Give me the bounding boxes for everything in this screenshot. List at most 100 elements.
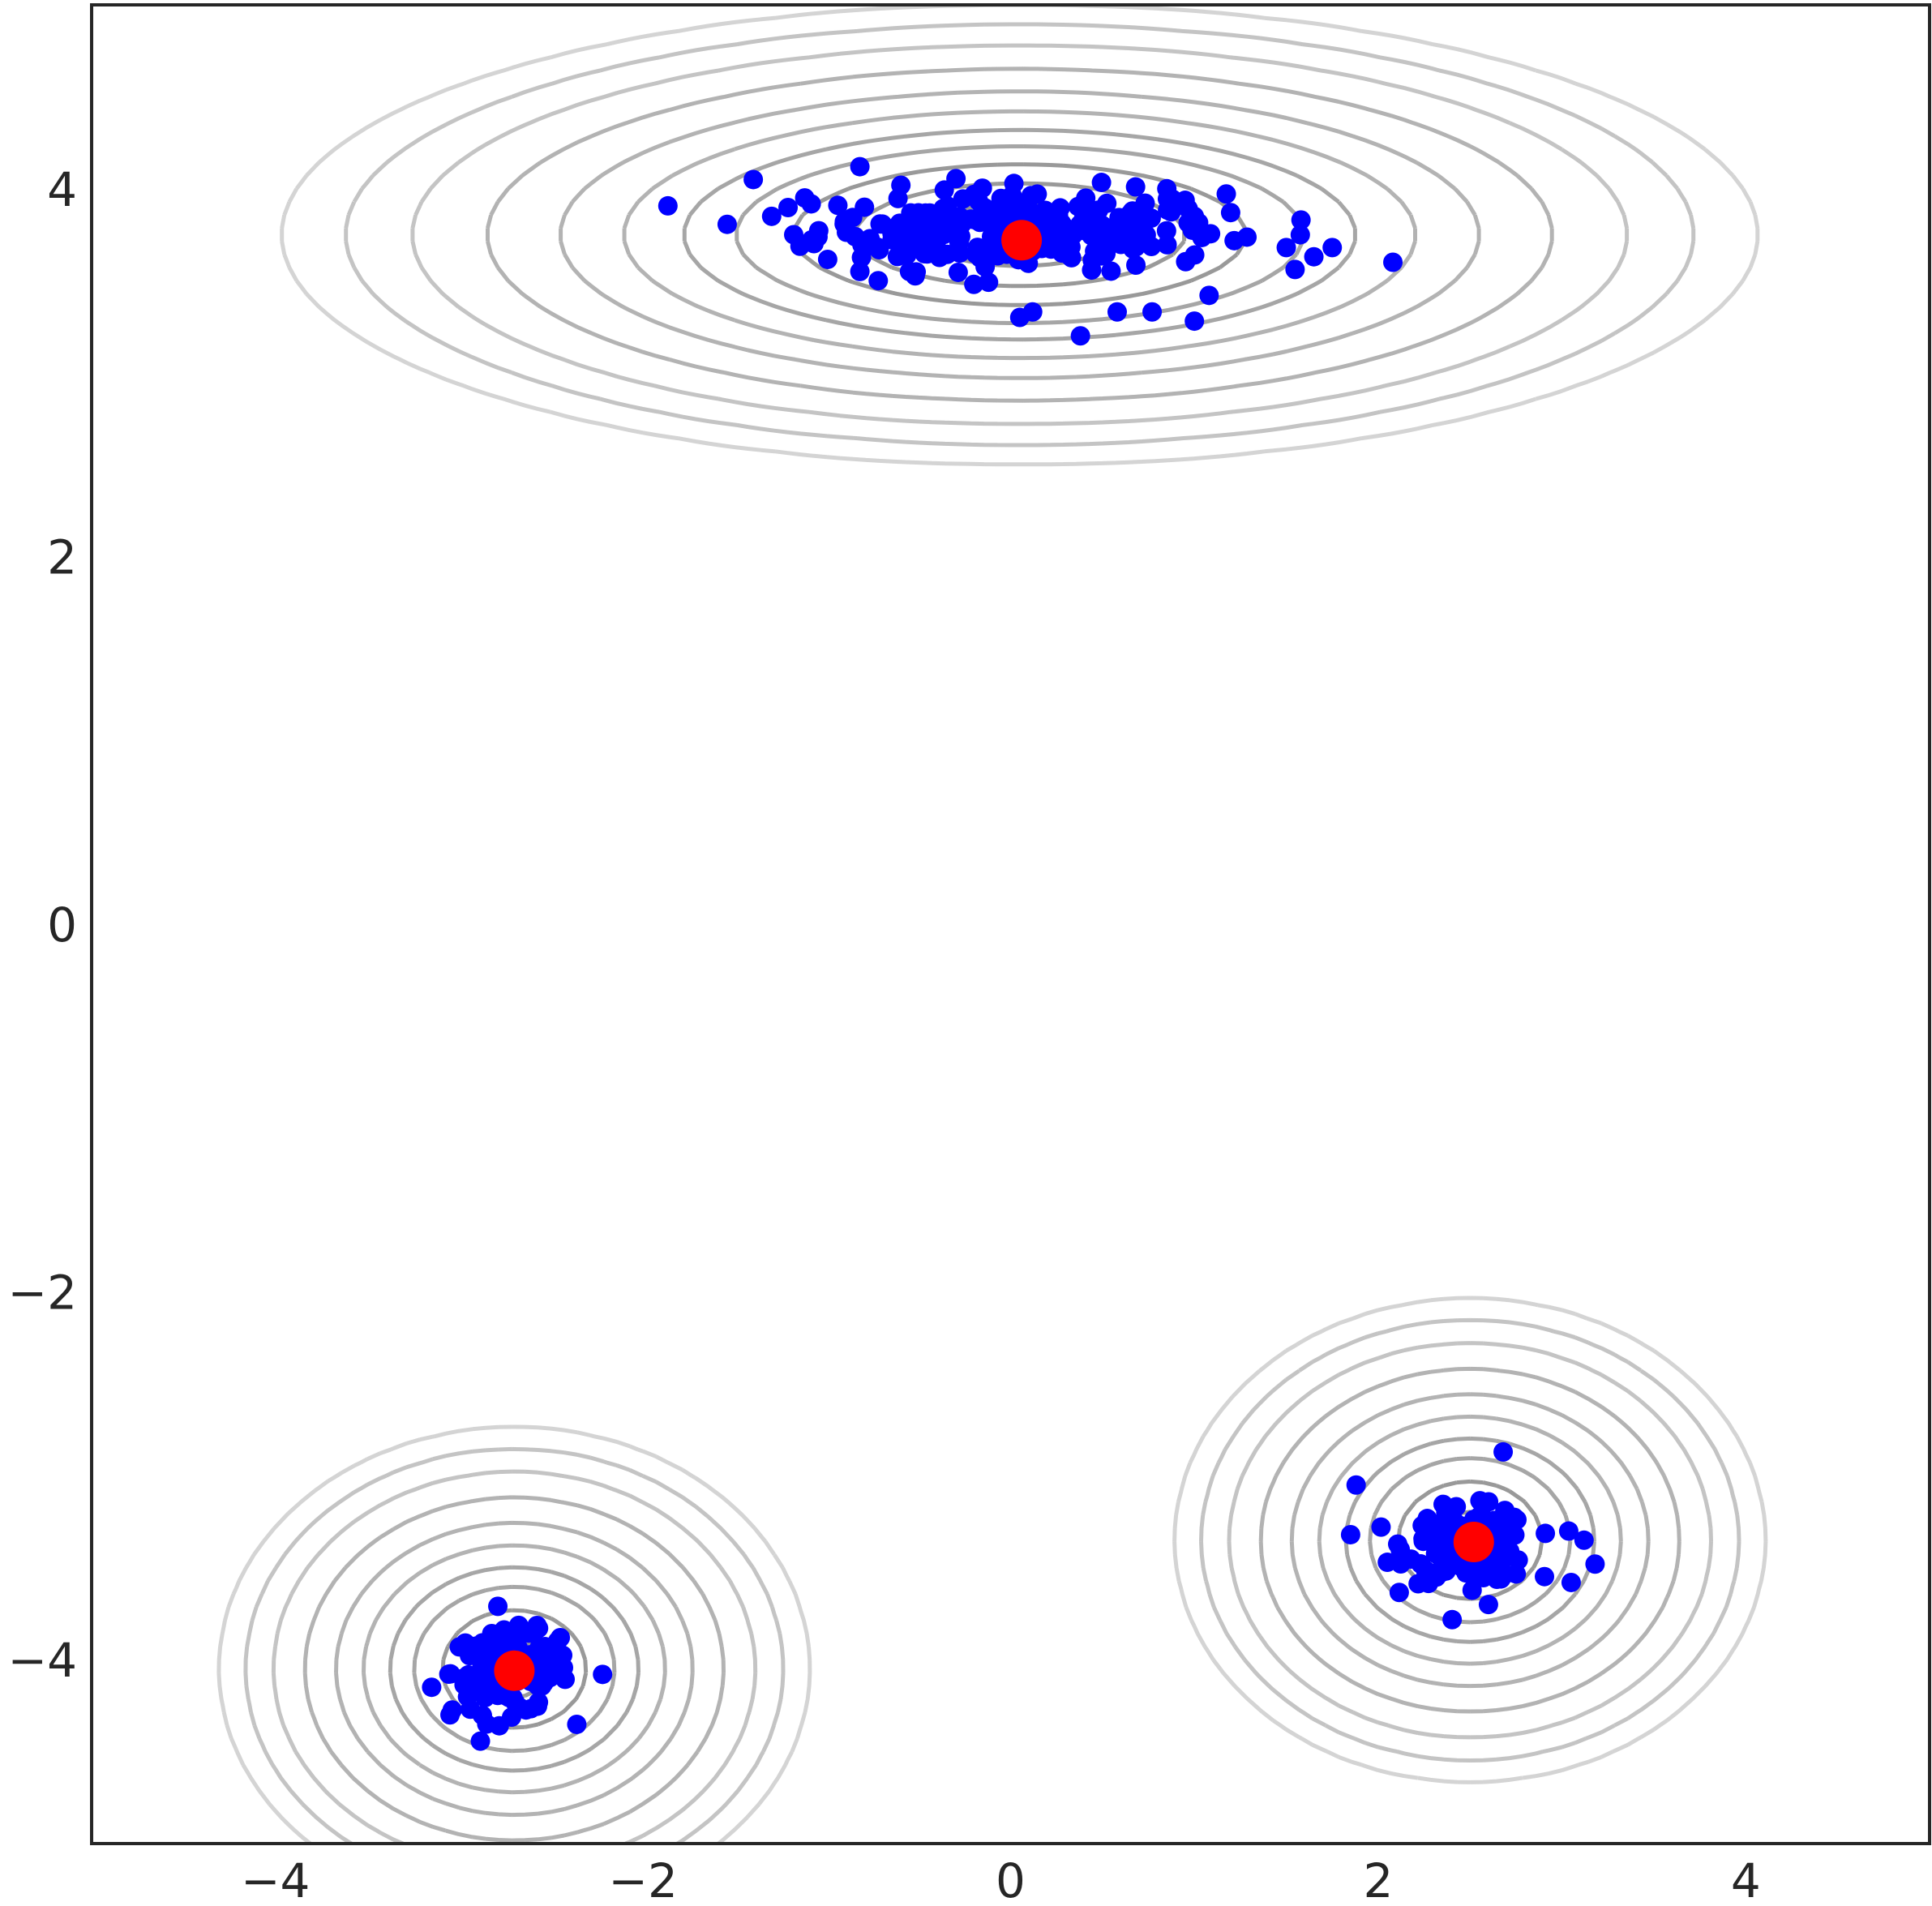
mode-center-point <box>1001 220 1043 261</box>
sample-point <box>1401 1549 1421 1570</box>
sample-point <box>1184 311 1205 332</box>
sample-point <box>1371 1517 1391 1537</box>
sample-point <box>1387 1534 1407 1554</box>
mode-center-point <box>1453 1522 1494 1563</box>
sample-point <box>964 184 984 204</box>
sample-point <box>474 1663 495 1683</box>
sample-point <box>1101 261 1121 281</box>
sample-point <box>546 1646 567 1666</box>
sample-point <box>1027 184 1047 204</box>
sample-point <box>1134 212 1154 232</box>
data-points <box>422 156 1605 1751</box>
sample-point <box>1125 177 1146 197</box>
sample-point <box>828 195 848 216</box>
sample-point <box>1220 203 1240 223</box>
sample-point <box>795 188 815 208</box>
sample-point <box>527 1696 547 1716</box>
sample-point <box>1157 178 1177 199</box>
sample-point <box>1574 1530 1594 1550</box>
sample-point <box>1433 1494 1454 1514</box>
sample-point <box>1462 1580 1482 1600</box>
sample-point <box>1237 227 1257 247</box>
sample-point <box>937 196 957 216</box>
sample-point <box>1340 1524 1360 1544</box>
sample-point <box>743 169 764 190</box>
sample-point <box>1496 1547 1516 1567</box>
sample-point <box>1184 206 1205 226</box>
sample-point <box>1142 302 1163 322</box>
x-axis-tick-labels: −4 −2 0 2 4 <box>241 1853 1761 1906</box>
sample-point <box>488 1596 508 1617</box>
sample-point <box>1022 302 1043 322</box>
sample-point <box>1176 251 1196 272</box>
contour-line <box>302 66 1681 1843</box>
sample-point <box>1425 1544 1446 1564</box>
sample-point <box>1052 227 1072 247</box>
sample-point <box>855 197 875 217</box>
x-tick-label: −2 <box>608 1853 678 1906</box>
sample-point <box>1107 302 1127 322</box>
sample-point <box>1585 1554 1605 1574</box>
sample-point <box>872 214 893 234</box>
sample-point <box>1119 205 1139 225</box>
sample-point <box>658 195 678 216</box>
sample-point <box>1389 1583 1409 1603</box>
y-tick-label: 2 <box>47 529 77 585</box>
sample-point <box>470 1731 490 1751</box>
sample-point <box>1436 1561 1456 1581</box>
sample-point <box>1096 243 1116 263</box>
sample-point <box>1285 259 1305 280</box>
sample-point <box>868 271 889 291</box>
y-tick-label: 0 <box>47 897 77 953</box>
sample-point <box>948 262 968 282</box>
sample-point <box>1092 216 1112 236</box>
sample-point <box>1017 200 1038 221</box>
sample-point <box>817 249 837 269</box>
sample-point <box>778 198 799 218</box>
x-tick-label: 4 <box>1731 1853 1761 1906</box>
sample-point <box>882 229 902 250</box>
sample-point <box>1004 173 1024 194</box>
sample-point <box>593 1664 613 1685</box>
y-tick-label: −4 <box>8 1633 78 1688</box>
sample-point <box>945 216 965 236</box>
sample-point <box>460 1646 480 1666</box>
sample-point <box>1535 1566 1555 1587</box>
sample-point <box>991 188 1011 208</box>
sample-point <box>937 244 957 264</box>
sample-point <box>1383 252 1403 272</box>
sample-point <box>834 212 855 232</box>
sample-point <box>1192 227 1212 247</box>
sample-point <box>422 1677 442 1698</box>
sample-point <box>1291 210 1311 230</box>
sample-point <box>1505 1525 1525 1545</box>
x-tick-label: −4 <box>241 1853 311 1906</box>
contour-line <box>412 144 1573 1754</box>
sample-point <box>1493 1441 1514 1462</box>
sample-point <box>550 1627 571 1647</box>
x-tick-label: 2 <box>1363 1853 1393 1906</box>
sample-point <box>1156 221 1176 241</box>
contour-line <box>362 109 1623 1795</box>
sample-point <box>891 175 911 195</box>
sample-point <box>1290 225 1310 245</box>
contour-line <box>243 22 1741 1844</box>
sample-point <box>1322 238 1343 258</box>
contour-lines <box>216 5 1768 1844</box>
sample-point <box>1430 1514 1450 1534</box>
sample-point <box>567 1714 587 1734</box>
sample-point <box>1561 1572 1581 1592</box>
sample-point <box>1216 184 1236 204</box>
sample-point <box>964 274 984 294</box>
sample-point <box>477 1714 497 1734</box>
sample-point <box>899 261 919 281</box>
sample-point <box>761 206 782 226</box>
x-tick-label: 0 <box>996 1853 1026 1906</box>
contour-line <box>271 43 1713 1844</box>
sample-point <box>1536 1523 1556 1544</box>
sample-point <box>923 219 943 239</box>
sample-point <box>1157 234 1177 255</box>
sample-point <box>970 248 990 268</box>
sample-point <box>1478 1595 1498 1615</box>
